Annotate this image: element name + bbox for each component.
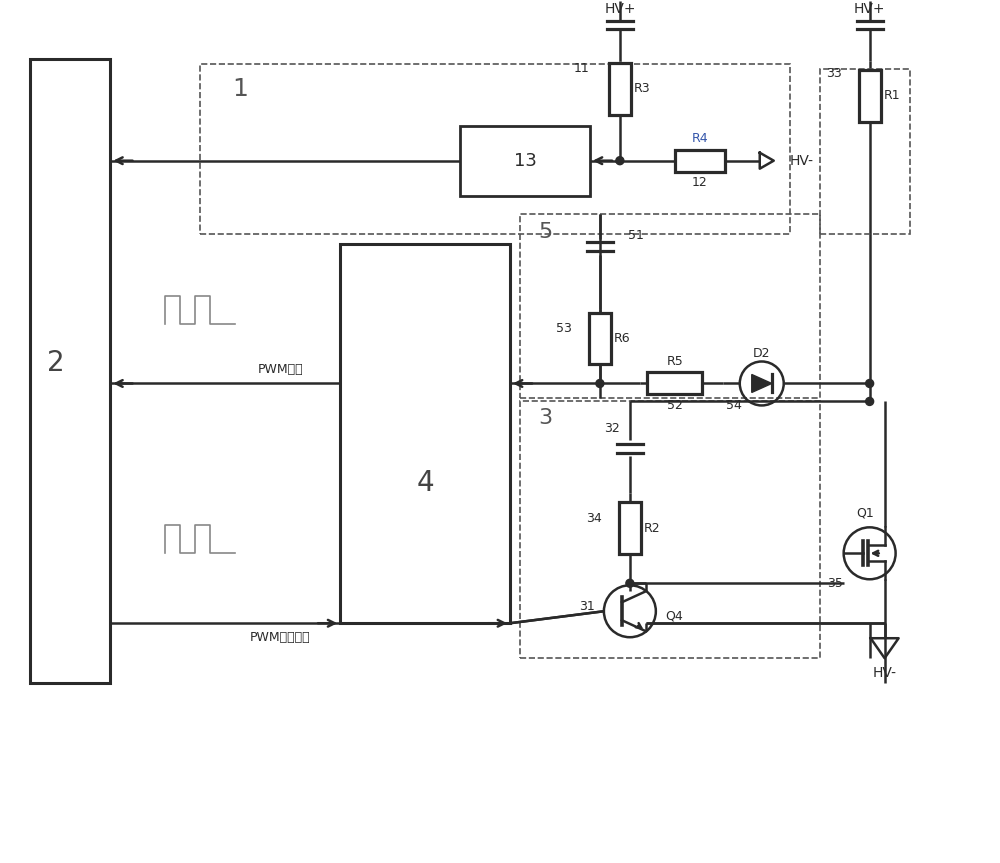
Bar (30, 59, 110, 683)
Text: R4: R4 (691, 132, 708, 145)
Bar (460, 126, 590, 196)
Bar (200, 64, 790, 234)
Text: PWM放电指令: PWM放电指令 (250, 631, 311, 644)
Text: 32: 32 (604, 422, 620, 435)
Text: 5: 5 (538, 222, 552, 242)
Text: Q4: Q4 (665, 610, 683, 623)
Text: 33: 33 (826, 67, 842, 80)
Bar (520, 214, 820, 399)
Bar (609, 63, 631, 115)
Text: 54: 54 (726, 399, 742, 412)
Text: 4: 4 (416, 469, 434, 497)
Bar (589, 312, 611, 364)
Bar (619, 502, 641, 554)
Circle shape (616, 157, 624, 165)
Circle shape (596, 380, 604, 387)
Text: R5: R5 (666, 355, 683, 368)
Text: 35: 35 (827, 576, 843, 589)
Text: 53: 53 (556, 322, 572, 335)
Bar (340, 243, 510, 623)
Polygon shape (752, 375, 772, 393)
Text: HV+: HV+ (604, 2, 636, 16)
Bar (859, 70, 881, 122)
Text: 34: 34 (586, 512, 602, 525)
Circle shape (866, 380, 874, 387)
Text: 1: 1 (232, 77, 248, 101)
Text: R1: R1 (884, 89, 900, 102)
Circle shape (866, 398, 874, 406)
Text: 13: 13 (514, 152, 536, 170)
Text: D2: D2 (753, 347, 770, 360)
Text: 3: 3 (538, 408, 552, 428)
Text: HV+: HV+ (854, 2, 885, 16)
Text: R2: R2 (644, 522, 660, 535)
Circle shape (626, 579, 634, 587)
Text: HV-: HV- (873, 666, 897, 680)
Text: 12: 12 (692, 176, 708, 189)
Bar (820, 69, 910, 234)
Bar (647, 373, 702, 394)
Text: 51: 51 (628, 229, 644, 243)
Text: HV-: HV- (790, 154, 814, 167)
Text: R3: R3 (634, 82, 650, 95)
Text: 2: 2 (47, 350, 64, 377)
Bar (675, 149, 725, 172)
Text: 31: 31 (579, 600, 595, 613)
Text: Q1: Q1 (856, 507, 874, 520)
Text: PWM回采: PWM回采 (257, 363, 303, 376)
Bar (520, 401, 820, 658)
Text: 11: 11 (574, 62, 590, 75)
Text: R6: R6 (614, 332, 631, 345)
Text: 52: 52 (667, 399, 683, 412)
